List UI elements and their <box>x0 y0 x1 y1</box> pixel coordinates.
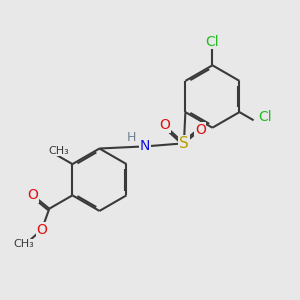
Text: Cl: Cl <box>206 34 219 49</box>
Text: CH₃: CH₃ <box>14 239 34 249</box>
Text: O: O <box>159 118 170 133</box>
Text: Cl: Cl <box>259 110 272 124</box>
Text: N: N <box>140 139 151 153</box>
Text: O: O <box>36 223 47 236</box>
Text: S: S <box>179 136 189 151</box>
Text: O: O <box>195 123 206 137</box>
Text: O: O <box>28 188 38 202</box>
Text: H: H <box>127 131 136 145</box>
Text: CH₃: CH₃ <box>49 146 69 156</box>
